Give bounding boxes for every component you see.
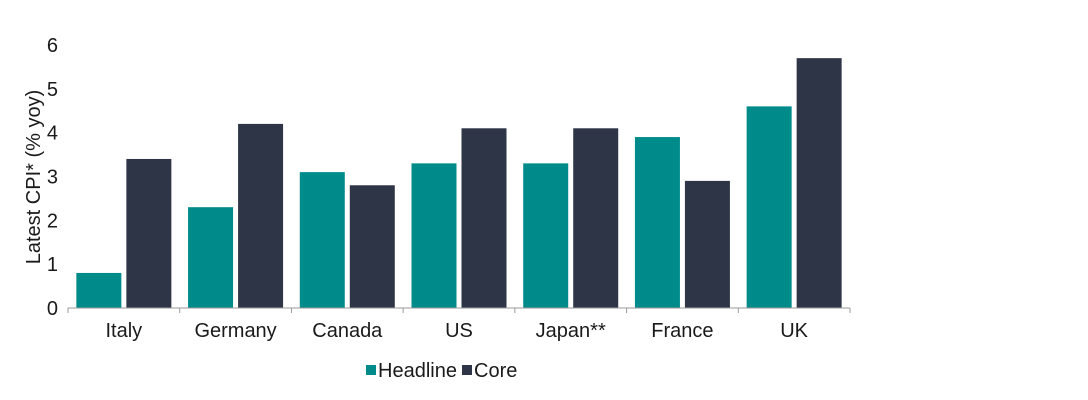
y-tick-label: 5: [47, 79, 58, 101]
bar-headline-uk: [746, 106, 792, 308]
x-category-label: UK: [780, 320, 808, 342]
bar-core-italy: [126, 158, 172, 308]
x-category-label: Japan**: [536, 320, 606, 342]
x-category-label: Germany: [194, 320, 276, 342]
bar-headline-japan: [523, 163, 569, 308]
bar-headline-france: [634, 137, 680, 308]
y-axis-title: Latest CPI* (% yoy): [23, 90, 45, 265]
bar-core-uk: [796, 58, 842, 309]
bar-headline-italy: [76, 272, 122, 308]
axes: [67, 307, 851, 313]
x-category-label: Canada: [312, 320, 383, 342]
y-axis-ticks: 0 1 2 3 4 5 6: [47, 35, 58, 320]
legend-swatch-headline: [366, 365, 376, 375]
y-tick-label: 0: [47, 298, 58, 320]
bar-core-us: [461, 128, 507, 308]
bar-core-japan: [573, 128, 619, 308]
x-category-label: US: [445, 320, 473, 342]
x-category-label: Italy: [106, 320, 143, 342]
y-tick-label: 6: [47, 35, 58, 57]
bar-core-germany: [238, 123, 284, 309]
bar-headline-us: [411, 163, 457, 308]
bars: [76, 58, 842, 309]
bar-core-canada: [349, 185, 395, 308]
legend: Headline Core: [366, 360, 517, 382]
bar-headline-canada: [299, 172, 345, 308]
y-tick-label: 3: [47, 167, 58, 189]
y-tick-label: 2: [47, 210, 58, 232]
legend-label-core: Core: [474, 360, 517, 382]
y-tick-label: 1: [47, 254, 58, 276]
legend-swatch-core: [462, 365, 472, 375]
bar-core-france: [684, 180, 730, 308]
x-axis-labels: Italy Germany Canada US Japan** France UK: [106, 320, 809, 342]
bar-headline-germany: [188, 207, 234, 308]
x-category-label: France: [651, 320, 713, 342]
legend-label-headline: Headline: [378, 360, 457, 382]
y-tick-label: 4: [47, 123, 58, 145]
